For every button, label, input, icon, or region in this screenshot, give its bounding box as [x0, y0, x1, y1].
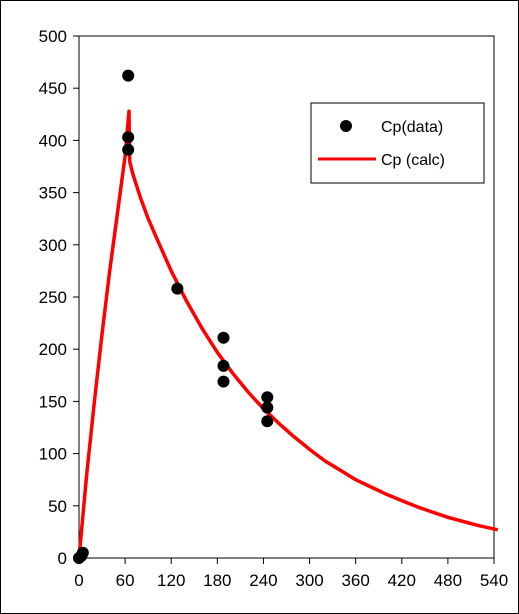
- data-point-cp: [122, 131, 135, 144]
- x-tick-label: 180: [203, 571, 231, 590]
- y-tick-label: 100: [39, 445, 67, 464]
- data-point-cp: [261, 415, 274, 428]
- y-tick-label: 50: [48, 497, 67, 516]
- legend-box: [310, 102, 485, 184]
- x-tick-label: 60: [116, 571, 135, 590]
- y-tick-label: 200: [39, 340, 67, 359]
- series-line-cp-calc: [77, 109, 499, 559]
- legend-marker-cp-data: [340, 120, 352, 132]
- series-layer: [73, 69, 499, 564]
- y-tick-label: 300: [39, 236, 67, 255]
- y-tick-label: 150: [39, 392, 67, 411]
- x-tick-label: 120: [157, 571, 185, 590]
- data-point-cp: [122, 143, 135, 156]
- y-tick-label: 350: [39, 184, 67, 203]
- x-tick-label: 0: [74, 571, 83, 590]
- data-point-cp: [217, 375, 230, 388]
- data-point-cp: [217, 359, 230, 372]
- y-tick-label: 250: [39, 288, 67, 307]
- x-tick-label: 540: [480, 571, 508, 590]
- x-tick-label: 360: [341, 571, 369, 590]
- x-tick-label: 240: [249, 571, 277, 590]
- legend-label-cp-calc: Cp (calc): [381, 152, 445, 169]
- data-point-cp: [261, 391, 274, 404]
- data-point-cp: [217, 331, 230, 344]
- data-point-cp: [171, 282, 184, 295]
- y-tick-label: 500: [39, 27, 67, 46]
- x-axis: 0 60 120 180 240 300 360 420 480 540: [74, 558, 508, 590]
- data-point-cp: [261, 401, 274, 414]
- y-axis: 0 50 100 150 200 250 300 350 400 450 500: [39, 27, 79, 568]
- data-point-cp: [122, 69, 135, 82]
- x-tick-label: 300: [295, 571, 323, 590]
- legend: Cp(data) Cp (calc): [310, 102, 485, 184]
- y-tick-label: 0: [58, 549, 67, 568]
- x-tick-label: 420: [388, 571, 416, 590]
- y-tick-label: 450: [39, 79, 67, 98]
- legend-label-cp-data: Cp(data): [381, 119, 443, 136]
- y-tick-label: 400: [39, 131, 67, 150]
- x-tick-label: 480: [434, 571, 462, 590]
- data-point-cp: [76, 546, 89, 559]
